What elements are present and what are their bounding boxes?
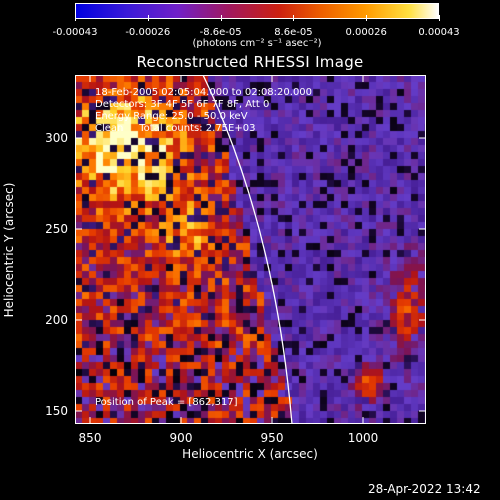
solar-limb [202,75,293,424]
info-detectors: Detectors: 3F 4F 5F 6F 7F 8F, Att 0 [95,99,270,110]
info-energy: Energy Range: 25.0 - 50.0 keV [95,111,248,122]
plot-title: Reconstructed RHESSI Image [136,53,364,71]
x-tick-850: 850 [78,431,102,445]
x-tick-1000: 1000 [347,431,379,445]
x-axis-label: Heliocentric X (arcsec) [182,447,318,461]
colorbar-tick-mark [147,15,149,21]
colorbar-tick-label: -0.00026 [125,27,171,38]
colorbar [75,3,439,19]
colorbar-tick-label: 0.00026 [345,27,387,38]
y-tick-250: 250 [45,222,68,236]
x-tick-950: 950 [260,431,284,445]
y-tick-150: 150 [45,404,68,418]
y-tick-300: 300 [45,131,68,145]
y-axis-label: Heliocentric Y (arcsec) [2,182,16,318]
info-time: 18-Feb-2005 02:05:04.000 to 02:08:20.000 [95,87,313,98]
colorbar-tick-label: -0.00043 [52,27,98,38]
colorbar-tick-label: 8.6e-05 [274,27,313,38]
colorbar-tick-mark [220,15,222,21]
y-tick-200: 200 [45,313,68,327]
colorbar-tick-label: 0.00043 [418,27,460,38]
timestamp: 28-Apr-2022 13:42 [368,482,481,496]
colorbar-tick-label: -8.6e-05 [199,27,242,38]
colorbar-units: (photons cm⁻² s⁻¹ asec⁻²) [192,38,322,49]
info-clean: Clean Total counts: 2.75E+03 [95,123,256,134]
colorbar-tick-mark [293,15,295,21]
colorbar-tick-mark [75,15,76,21]
rhessi-image [75,75,426,424]
colorbar-tick-mark [439,15,440,21]
limb-curve [202,75,293,424]
colorbar-tick-mark [366,15,368,21]
peak-position: Position of Peak = [862,317] [95,397,238,408]
x-tick-900: 900 [169,431,193,445]
image-canvas [75,75,426,424]
